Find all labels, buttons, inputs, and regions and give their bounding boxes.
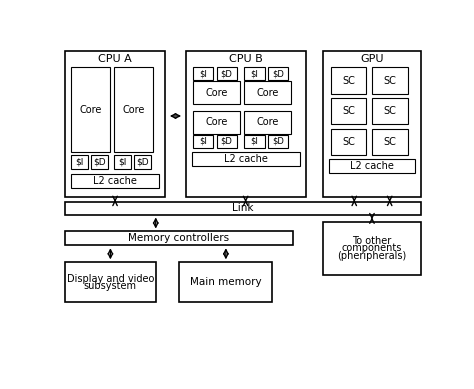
Text: $I: $I: [200, 137, 207, 146]
Text: SC: SC: [384, 75, 397, 86]
Bar: [217, 135, 237, 147]
Bar: [330, 67, 366, 94]
Bar: [135, 155, 152, 169]
Text: CPU A: CPU A: [98, 54, 132, 64]
Text: $D: $D: [221, 69, 233, 78]
Bar: [64, 51, 165, 197]
Bar: [329, 159, 415, 173]
Text: L2 cache: L2 cache: [93, 176, 137, 186]
Bar: [192, 152, 300, 166]
Bar: [193, 81, 240, 104]
Bar: [245, 81, 291, 104]
Text: Core: Core: [205, 88, 228, 98]
Bar: [245, 110, 291, 134]
Text: $D: $D: [272, 69, 284, 78]
Text: Link: Link: [232, 203, 254, 214]
Bar: [71, 155, 88, 169]
Text: $I: $I: [251, 69, 258, 78]
Text: $I: $I: [75, 158, 83, 166]
Text: Memory controllers: Memory controllers: [128, 233, 229, 244]
Text: Core: Core: [256, 88, 279, 98]
Bar: [193, 110, 240, 134]
Text: $I: $I: [118, 158, 127, 166]
Text: subsystem: subsystem: [84, 281, 137, 291]
Bar: [91, 155, 108, 169]
Text: SC: SC: [342, 106, 355, 116]
Text: GPU: GPU: [360, 54, 384, 64]
Bar: [268, 135, 288, 147]
Text: $I: $I: [200, 69, 207, 78]
Text: Core: Core: [205, 117, 228, 127]
Text: components: components: [342, 244, 402, 253]
Bar: [330, 129, 366, 155]
Bar: [71, 67, 109, 152]
Text: $D: $D: [93, 158, 106, 166]
Bar: [71, 174, 159, 187]
Bar: [114, 155, 131, 169]
Text: SC: SC: [342, 137, 355, 147]
Bar: [179, 262, 273, 302]
Bar: [114, 67, 153, 152]
Text: Core: Core: [79, 105, 101, 115]
Text: $D: $D: [137, 158, 149, 166]
Text: (pheripherals): (pheripherals): [337, 251, 407, 261]
Bar: [373, 98, 408, 124]
Bar: [373, 67, 408, 94]
Bar: [373, 129, 408, 155]
Text: SC: SC: [342, 75, 355, 86]
Bar: [268, 67, 288, 80]
Bar: [64, 202, 421, 215]
Bar: [323, 51, 421, 197]
Bar: [64, 262, 156, 302]
Text: Core: Core: [122, 105, 145, 115]
Text: $D: $D: [221, 137, 233, 146]
Text: Main memory: Main memory: [190, 277, 262, 287]
Text: To other: To other: [352, 236, 392, 246]
Bar: [193, 135, 213, 147]
Bar: [323, 222, 421, 275]
Bar: [330, 98, 366, 124]
Text: Core: Core: [256, 117, 279, 127]
Text: L2 cache: L2 cache: [224, 154, 268, 164]
Text: SC: SC: [384, 106, 397, 116]
Bar: [245, 135, 264, 147]
Bar: [186, 51, 306, 197]
Bar: [245, 67, 264, 80]
Text: $I: $I: [251, 137, 258, 146]
Bar: [217, 67, 237, 80]
Bar: [64, 231, 293, 245]
Text: Display and video: Display and video: [67, 273, 154, 284]
Text: $D: $D: [272, 137, 284, 146]
Bar: [193, 67, 213, 80]
Text: CPU B: CPU B: [229, 54, 263, 64]
Text: L2 cache: L2 cache: [350, 161, 394, 171]
Text: SC: SC: [384, 137, 397, 147]
